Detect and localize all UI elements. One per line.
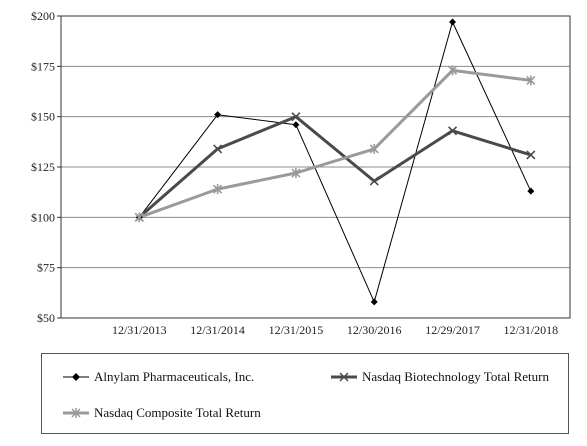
legend-swatch-nasdaq-composite [63, 408, 89, 418]
data-point [369, 176, 379, 186]
data-point [291, 168, 301, 179]
data-point [134, 212, 144, 223]
y-tick-label: $150 [31, 110, 55, 124]
series-line-0 [138, 21, 532, 303]
series-line-2 [138, 68, 531, 219]
data-point [291, 112, 301, 122]
data-point [370, 298, 378, 306]
data-point [526, 150, 536, 160]
series-lines [138, 21, 532, 303]
x-tick-label: 12/31/2013 [112, 323, 167, 337]
y-tick-label: $100 [31, 210, 55, 224]
data-point [447, 65, 458, 76]
x-tick-label: 12/31/2015 [269, 323, 324, 337]
data-point [213, 184, 223, 195]
y-tick-label: $200 [31, 9, 55, 23]
data-point [526, 75, 536, 86]
legend-item-nasdaq-biotech: Nasdaq Biotechnology Total Return [330, 369, 549, 385]
data-point [292, 121, 300, 129]
data-point [447, 126, 458, 136]
legend-swatch-alnylam [63, 373, 89, 381]
x-tick-label: 12/31/2018 [504, 323, 559, 337]
series-line-1 [138, 115, 532, 219]
data-point [214, 111, 222, 119]
legend: Alnylam Pharmaceuticals, Inc. Nasdaq Bio… [41, 353, 569, 434]
x-tick-label: 12/31/2014 [190, 323, 245, 337]
series-markers [134, 18, 536, 306]
x-tick-label: 12/30/2016 [347, 323, 402, 337]
data-point [449, 18, 457, 26]
y-axis-ticks: $50 $75 $100 $125 $150 $175 $200 [31, 9, 61, 325]
y-tick-label: $125 [31, 160, 55, 174]
legend-label-nasdaq-biotech: Nasdaq Biotechnology Total Return [362, 369, 549, 384]
y-tick-label: $75 [37, 261, 55, 275]
y-tick-label: $50 [37, 311, 55, 325]
x-tick-label: 12/29/2017 [425, 323, 480, 337]
legend-label-nasdaq-composite: Nasdaq Composite Total Return [94, 405, 261, 420]
x-axis-ticks: 12/31/2013 12/31/2014 12/31/2015 12/30/2016… [112, 323, 558, 337]
legend-swatch-nasdaq-biotech [331, 372, 357, 382]
y-tick-label: $175 [31, 59, 55, 73]
legend-label-alnylam: Alnylam Pharmaceuticals, Inc. [94, 369, 255, 384]
data-point [369, 143, 379, 154]
data-point [527, 187, 535, 195]
legend-item-alnylam: Alnylam Pharmaceuticals, Inc. [62, 369, 254, 385]
legend-item-nasdaq-composite: Nasdaq Composite Total Return [62, 405, 261, 421]
data-point [213, 144, 223, 154]
